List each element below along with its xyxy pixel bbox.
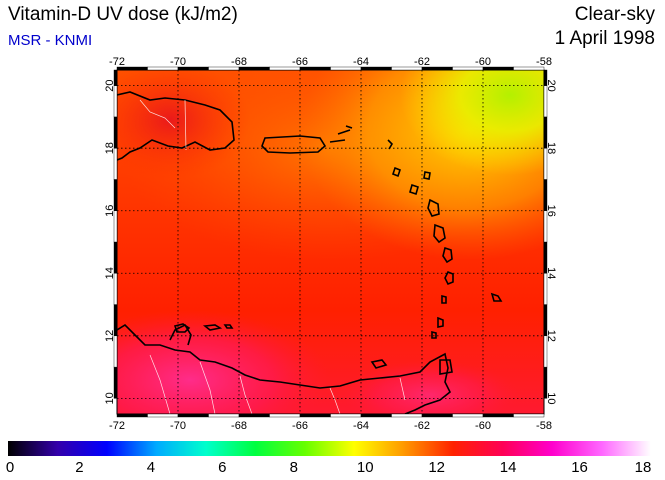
lat-tick-label-right: 12 [545, 330, 557, 342]
margarita-coast [370, 359, 388, 369]
ruler-segment [421, 413, 453, 418]
colorbar [8, 441, 651, 456]
lon-tick-label-bottom: -58 [536, 420, 552, 432]
south-america-coast [117, 323, 452, 414]
lon-tick-label-bottom: -62 [414, 420, 430, 432]
lat-tick-label-left: 14 [104, 267, 116, 279]
colorbar-tick-label: 10 [356, 459, 374, 476]
ruler-segment [177, 413, 209, 418]
ruler-segment [513, 66, 545, 71]
trinidad-coast [439, 359, 453, 375]
lon-tick-label-bottom: -60 [475, 420, 491, 432]
dose-field [117, 70, 544, 414]
ruler-segment [360, 413, 392, 418]
lat-tick-label-left: 18 [104, 142, 116, 154]
lat-tick-label-left: 12 [104, 330, 116, 342]
graticule [117, 70, 544, 414]
colorbar-tick-label: 2 [75, 459, 84, 476]
lon-tick-label-top: -60 [475, 56, 491, 68]
ruler-segment [543, 69, 548, 86]
source-label: MSR - KNMI [8, 32, 93, 49]
lon-tick-label-top: -68 [231, 56, 247, 68]
lat-tick-label-left: 16 [104, 205, 116, 217]
colorbar-tick-label: 8 [289, 459, 298, 476]
ruler-segment [482, 413, 514, 418]
lon-tick-label-top: -66 [292, 56, 308, 68]
ruler-segment [391, 413, 423, 418]
colorbar-tick-label: 0 [5, 459, 15, 476]
lon-tick-label-top: -72 [109, 56, 125, 68]
date-label: 1 April 1998 [554, 28, 655, 49]
ruler-segment [116, 413, 148, 418]
ruler-segment [208, 413, 240, 418]
ruler-segment [513, 413, 545, 418]
lon-tick-label-bottom: -68 [231, 420, 247, 432]
lat-tick-label-right: 20 [545, 80, 557, 92]
colorbar-tick-label: 6 [218, 459, 227, 476]
ruler-segment [269, 413, 301, 418]
lon-tick-label-top: -70 [170, 56, 186, 68]
colorbar-tick-label: 18 [634, 459, 652, 476]
uv-dose-map: -72 -72 -70 -70 -68 -68 -66 -66 -64 -64 -62 -62 -60 -… [104, 56, 557, 432]
ruler-segment [299, 413, 331, 418]
lon-tick-label-top: -62 [414, 56, 430, 68]
lon-tick-label-top: -64 [353, 56, 369, 68]
ruler-segment [330, 413, 362, 418]
ruler-segment [238, 413, 270, 418]
lon-tick-label-bottom: -66 [292, 420, 308, 432]
lon-tick-label-bottom: -72 [109, 420, 125, 432]
lat-tick-label-left: 20 [104, 80, 116, 92]
frame-ruler [113, 66, 548, 418]
colorbar-tick-label: 14 [499, 459, 517, 476]
lat-tick-label-left: 10 [104, 392, 116, 404]
lon-tick-label-bottom: -64 [353, 420, 369, 432]
colorbar-tick-label: 4 [146, 459, 156, 476]
colorbar-tick-label: 16 [571, 459, 588, 476]
lat-tick-label-right: 14 [545, 267, 557, 279]
virgin-islands [329, 125, 353, 143]
tick-labels: -72 -72 -70 -70 -68 -68 -66 -66 -64 -64 -62 -62 -60 -… [104, 56, 557, 432]
lat-tick-label-right: 10 [545, 392, 557, 404]
ruler-segment [113, 69, 118, 86]
lat-tick-label-right: 16 [545, 205, 557, 217]
ruler-segment [452, 413, 484, 418]
lesser-antilles [387, 139, 503, 339]
abc-islands [173, 323, 234, 333]
guajira-coast [169, 323, 192, 346]
ruler-segment [147, 413, 179, 418]
lat-tick-label-right: 18 [545, 142, 557, 154]
map-title: Vitamin-D UV dose (kJ/m2) [8, 4, 238, 25]
borders [139, 99, 406, 414]
lon-tick-label-top: -58 [536, 56, 552, 68]
lon-tick-label-bottom: -70 [170, 420, 186, 432]
colorbar-tick-label: 12 [428, 459, 445, 476]
sky-condition-label: Clear-sky [574, 4, 655, 25]
puerto-rico-coast [261, 135, 327, 154]
